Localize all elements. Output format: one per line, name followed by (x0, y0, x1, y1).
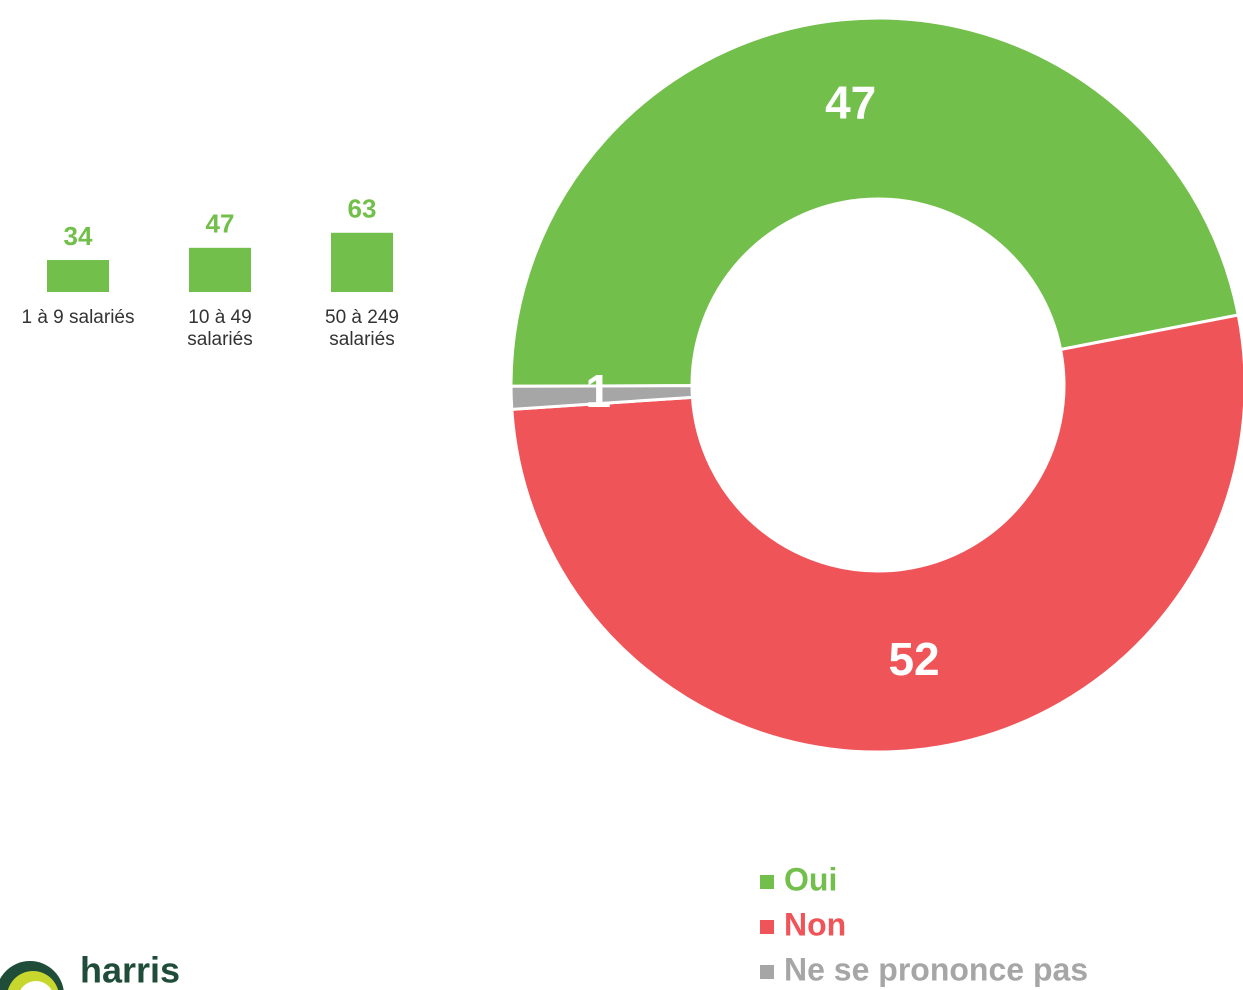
category-label: 10 à 49 salariés (187, 307, 253, 350)
value-label: 34 (64, 221, 93, 251)
legend-label: Non (784, 906, 846, 942)
logo-ring (20, 981, 52, 990)
bar (331, 232, 393, 292)
donut-slice (510, 313, 1243, 754)
logo-text: harris (80, 950, 180, 990)
legend-swatch (760, 965, 774, 979)
bar (47, 260, 109, 292)
value-label: 47 (825, 76, 876, 128)
legend-label: Oui (784, 861, 837, 897)
value-label: 63 (348, 194, 377, 224)
bar (189, 247, 251, 292)
value-label: 47 (206, 209, 235, 239)
legend-swatch (760, 920, 774, 934)
legend-swatch (760, 875, 774, 889)
category-label: 1 à 9 salariés (21, 307, 135, 328)
legend-label: Ne se prononce pas (784, 951, 1088, 987)
logo: harris (0, 950, 180, 990)
category-label: 50 à 249 salariés (325, 307, 399, 350)
donut-slice (509, 384, 695, 411)
value-label: 1 (585, 365, 611, 417)
donut-slice (509, 16, 1241, 388)
value-label: 52 (888, 633, 939, 685)
